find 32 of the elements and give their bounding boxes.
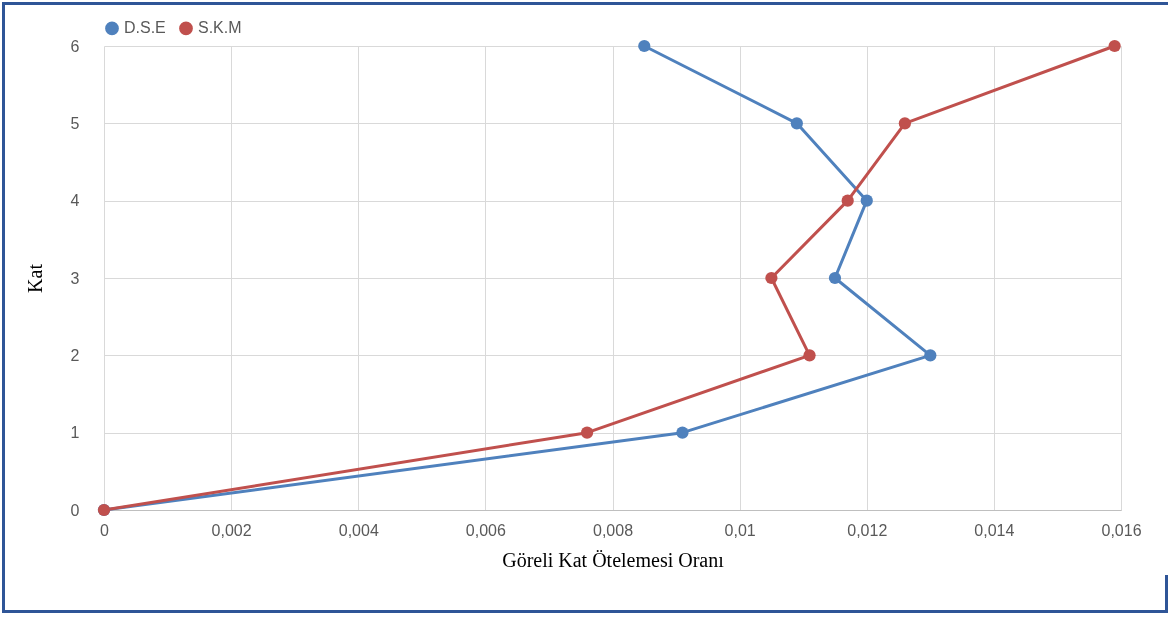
- legend-label: D.S.E: [124, 19, 166, 37]
- point: [765, 271, 778, 285]
- point: [924, 349, 937, 362]
- x-tick-label: 0,006: [465, 521, 506, 539]
- x-tick-label: 0,008: [592, 521, 634, 539]
- point: [860, 194, 873, 207]
- point: [898, 117, 912, 130]
- point: [1108, 39, 1121, 53]
- x-tick-label: 0,016: [1101, 521, 1142, 539]
- point: [828, 271, 842, 285]
- x-tick-label: 0,004: [338, 521, 379, 539]
- x-tick-label: 0,01: [724, 521, 756, 539]
- point: [676, 426, 689, 439]
- x-tick-label: 0,012: [847, 521, 888, 539]
- legend-label: S.K.M: [198, 19, 242, 37]
- y-tick-label: 3: [70, 269, 80, 287]
- y-tick-label: 6: [70, 37, 80, 55]
- point: [580, 426, 594, 439]
- y-tick-label: 1: [70, 424, 80, 442]
- y-tick-label: 5: [70, 114, 80, 132]
- point: [841, 194, 854, 207]
- x-tick-label: 0: [100, 521, 110, 539]
- x-axis-title: Göreli Kat Ötelemesi Oranı: [502, 548, 725, 571]
- point: [638, 39, 651, 53]
- y-axis-title: Kat: [23, 263, 46, 293]
- y-tick-label: 0: [70, 501, 80, 519]
- x-tick-label: 0,002: [211, 521, 252, 539]
- y-tick-label: 2: [70, 346, 80, 364]
- y-tick-label: 4: [70, 192, 80, 210]
- point: [803, 349, 816, 362]
- point: [790, 117, 803, 130]
- x-tick-label: 0,014: [974, 521, 1015, 539]
